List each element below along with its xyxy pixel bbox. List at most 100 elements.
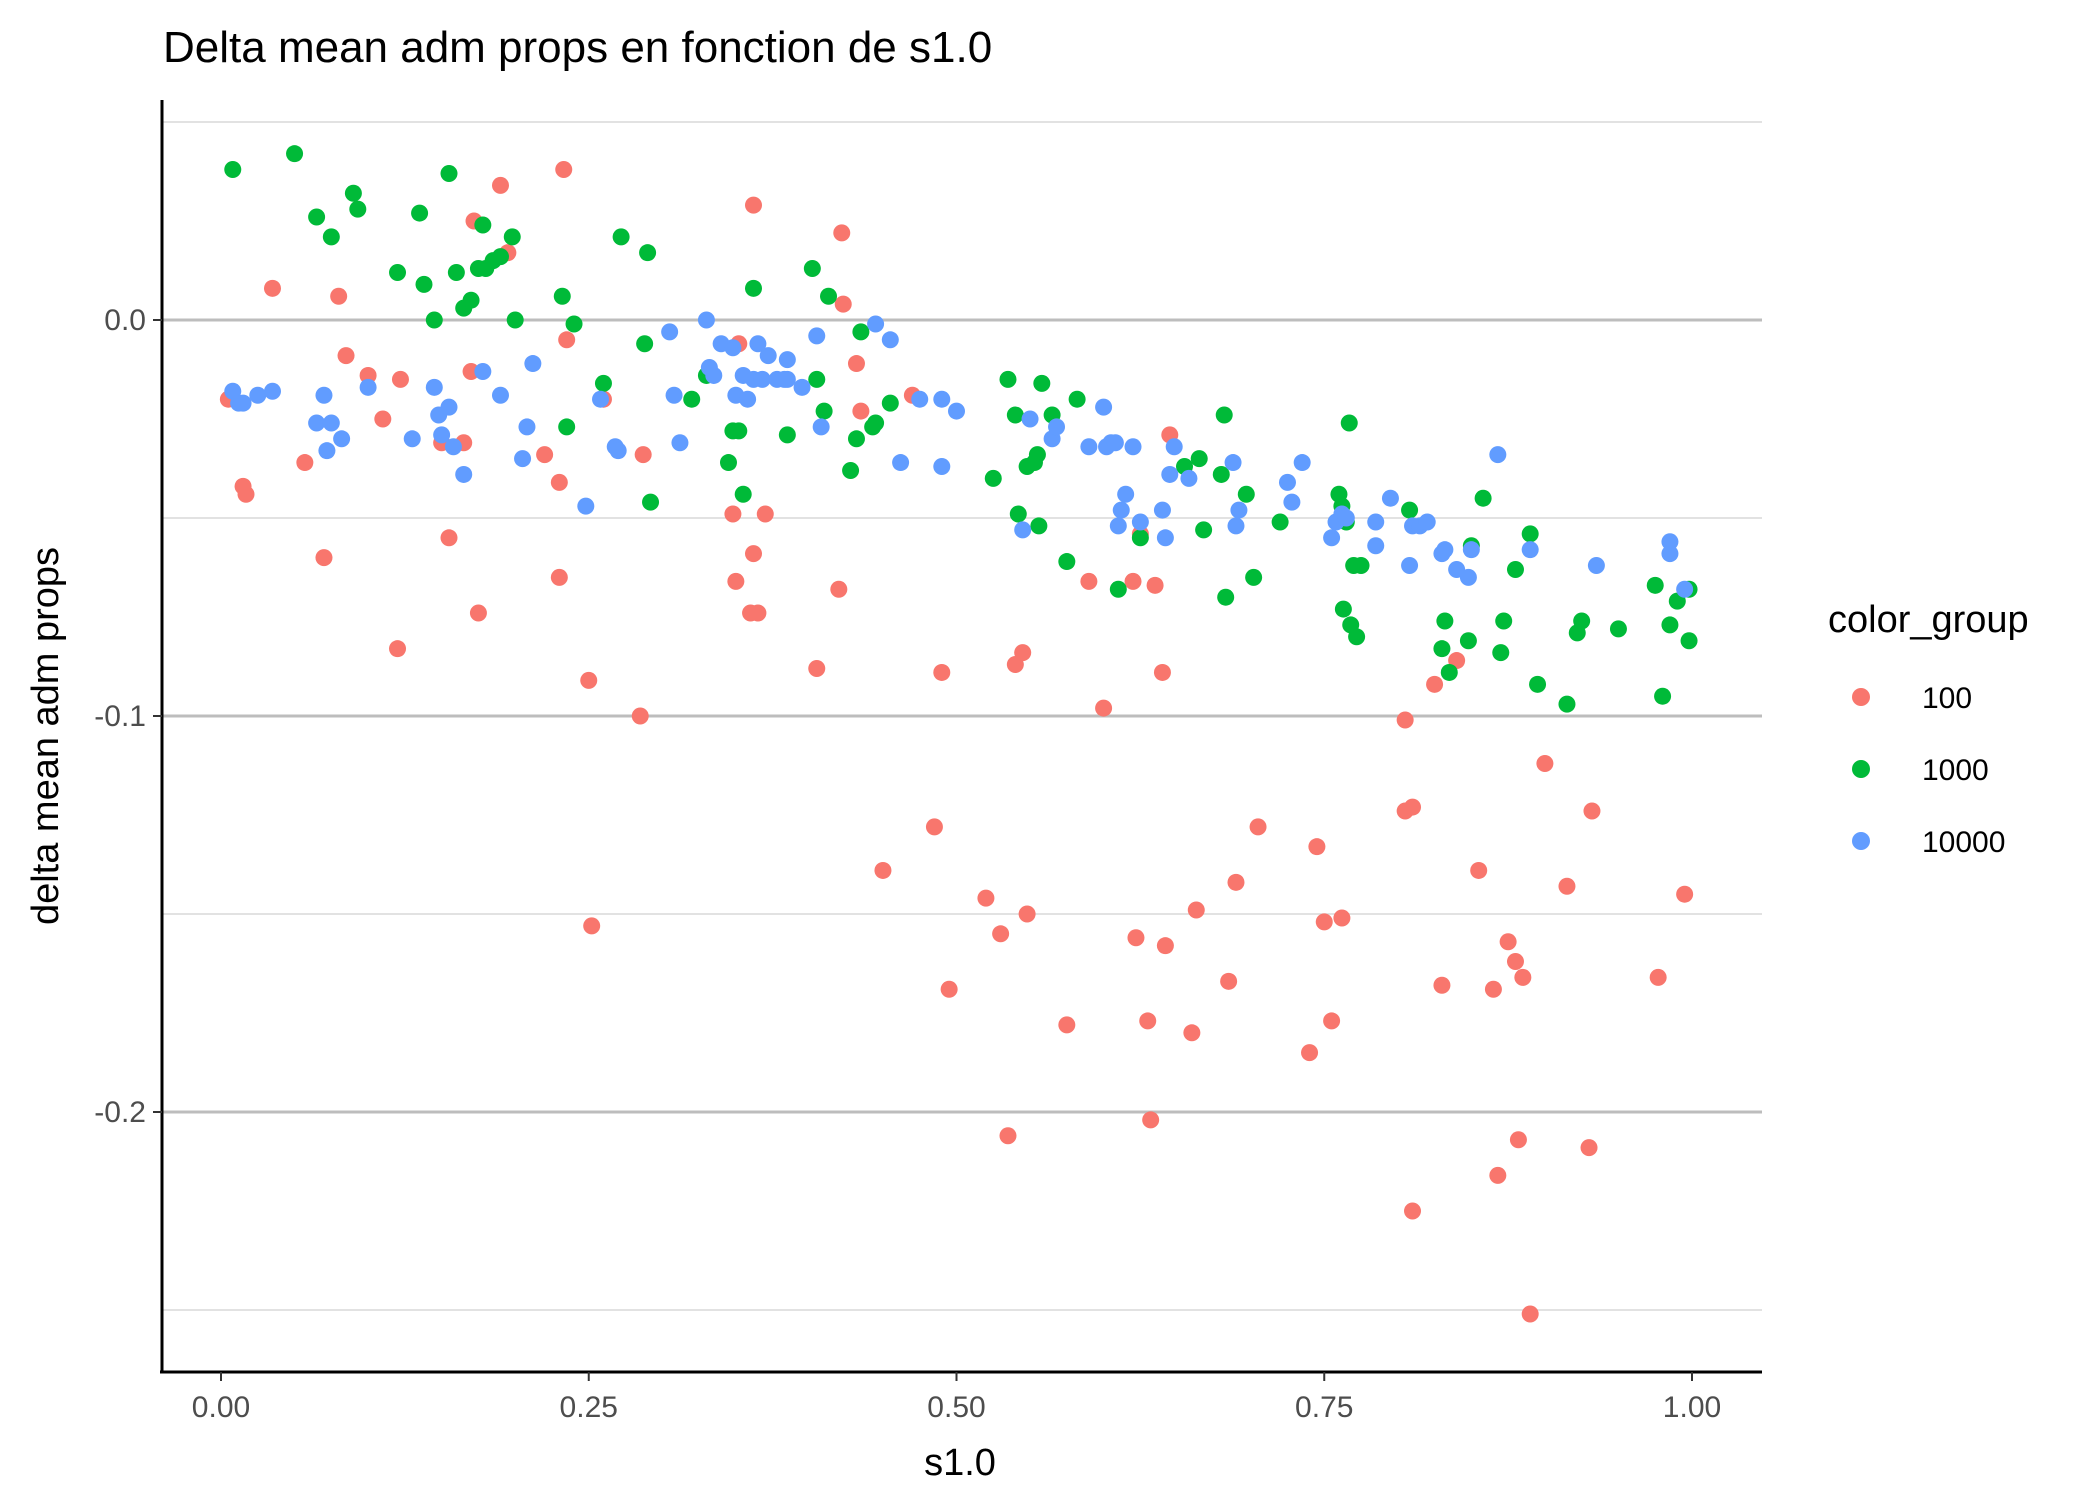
point-10000 — [808, 327, 826, 345]
legend-title: color_group — [1828, 599, 2029, 641]
point-100 — [1183, 1024, 1201, 1042]
point-10000 — [867, 315, 885, 333]
point-10000 — [474, 362, 492, 380]
point-1000 — [349, 200, 367, 218]
point-10000 — [778, 351, 796, 369]
point-1000 — [1028, 446, 1046, 464]
point-1000 — [1646, 576, 1664, 594]
point-1000 — [1573, 612, 1591, 630]
point-100 — [940, 980, 958, 998]
point-1000 — [308, 208, 326, 226]
point-1000 — [1058, 553, 1076, 571]
point-100 — [745, 545, 763, 563]
point-100 — [469, 604, 487, 622]
point-1000 — [491, 248, 509, 266]
point-1000 — [1215, 406, 1233, 424]
point-1000 — [1495, 612, 1513, 630]
point-100 — [1018, 905, 1036, 923]
point-10000 — [1367, 537, 1385, 555]
point-10000 — [322, 414, 340, 432]
x-tick-label: 0.25 — [560, 1391, 618, 1424]
point-100 — [749, 604, 767, 622]
point-1000 — [1030, 517, 1048, 535]
legend-label-1000: 1000 — [1922, 754, 1989, 787]
point-1000 — [642, 493, 660, 511]
point-1000 — [730, 422, 748, 440]
point-1000 — [815, 402, 833, 420]
point-10000 — [577, 497, 595, 515]
point-100 — [1249, 818, 1267, 836]
point-10000 — [308, 414, 326, 432]
point-1000 — [808, 370, 826, 388]
point-1000 — [1506, 560, 1524, 578]
point-10000 — [1587, 557, 1605, 575]
point-100 — [550, 473, 568, 491]
point-100 — [1315, 913, 1333, 931]
legend-key-10000 — [1852, 832, 1870, 850]
x-tick-label: 0.75 — [1295, 1391, 1353, 1424]
point-10000 — [1462, 541, 1480, 559]
point-100 — [1333, 909, 1351, 927]
point-100 — [337, 347, 355, 365]
point-10000 — [933, 390, 951, 408]
point-100 — [330, 287, 348, 305]
point-1000 — [1237, 485, 1255, 503]
point-10000 — [455, 465, 473, 483]
point-10000 — [1401, 557, 1419, 575]
point-1000 — [1474, 489, 1492, 507]
point-1000 — [1433, 640, 1451, 658]
point-100 — [1484, 980, 1502, 998]
point-1000 — [1131, 529, 1149, 547]
point-100 — [1404, 798, 1422, 816]
point-10000 — [933, 458, 951, 476]
point-10000 — [661, 323, 679, 341]
point-100 — [491, 176, 509, 194]
point-100 — [727, 572, 745, 590]
point-100 — [1156, 937, 1174, 955]
point-1000 — [984, 469, 1002, 487]
point-10000 — [697, 311, 715, 329]
point-1000 — [1334, 600, 1352, 618]
point-100 — [1227, 873, 1245, 891]
point-10000 — [1124, 438, 1142, 456]
point-100 — [1142, 1111, 1160, 1129]
point-100 — [933, 663, 951, 681]
point-10000 — [753, 370, 771, 388]
point-1000 — [411, 204, 429, 222]
point-100 — [1649, 968, 1667, 986]
point-1000 — [1245, 568, 1263, 586]
point-100 — [1506, 953, 1524, 971]
point-1000 — [1006, 406, 1024, 424]
point-100 — [1308, 838, 1326, 856]
point-10000 — [491, 386, 509, 404]
point-1000 — [594, 374, 612, 392]
point-100 — [263, 279, 281, 297]
point-100 — [296, 454, 314, 472]
point-10000 — [1165, 438, 1183, 456]
point-10000 — [881, 331, 899, 349]
point-10000 — [1131, 513, 1149, 531]
legend-label-100: 100 — [1922, 682, 1972, 715]
point-100 — [756, 505, 774, 523]
point-10000 — [1489, 446, 1507, 464]
point-100 — [745, 196, 763, 214]
point-1000 — [1352, 557, 1370, 575]
point-100 — [1139, 1012, 1157, 1030]
point-1000 — [1558, 695, 1576, 713]
point-1000 — [558, 418, 576, 436]
point-10000 — [440, 398, 458, 416]
point-10000 — [1283, 493, 1301, 511]
point-100 — [391, 370, 409, 388]
point-100 — [1580, 1139, 1598, 1157]
point-1000 — [999, 370, 1017, 388]
point-100 — [1124, 572, 1142, 590]
point-10000 — [1676, 580, 1694, 598]
point-1000 — [224, 161, 242, 179]
point-10000 — [778, 370, 796, 388]
point-1000 — [1492, 644, 1510, 662]
point-100 — [847, 355, 865, 373]
point-10000 — [1278, 473, 1296, 491]
point-100 — [558, 331, 576, 349]
point-1000 — [778, 426, 796, 444]
chart-title: Delta mean adm props en fonction de s1.0 — [163, 23, 992, 72]
